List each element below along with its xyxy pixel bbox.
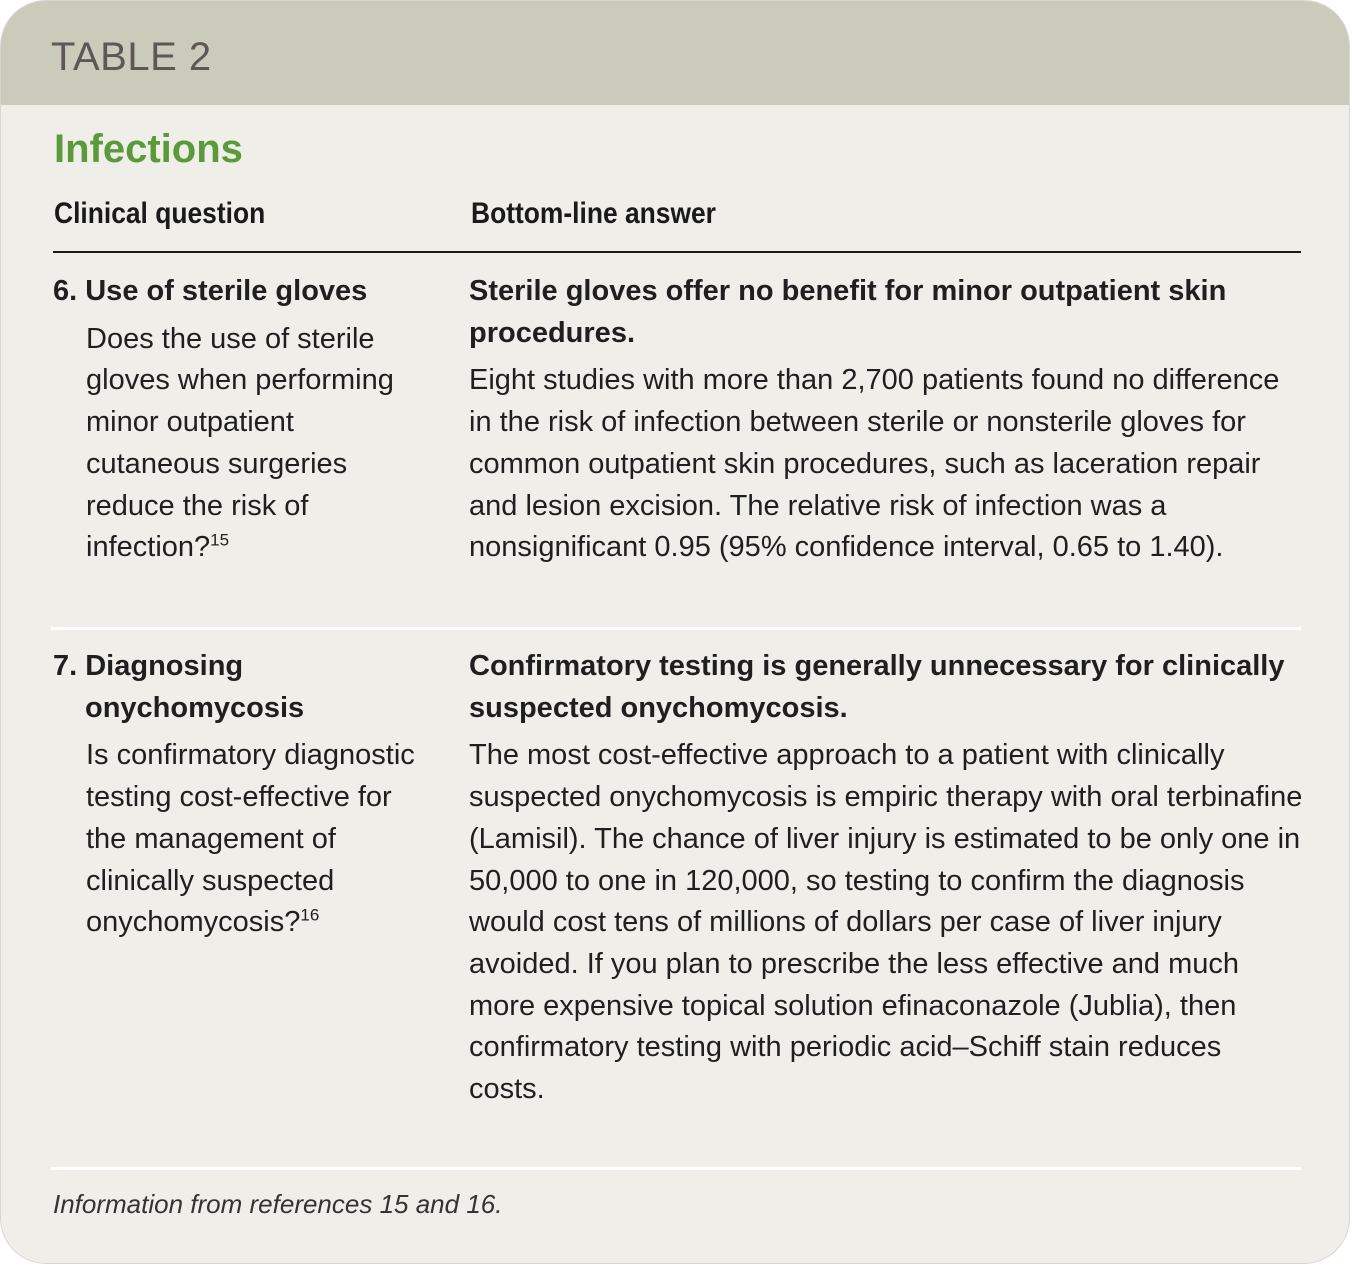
question-cell: 6. Use of sterile gloves Does the use of… [53,271,423,569]
question-body: Does the use of sterile gloves when perf… [86,322,394,564]
header-rule [53,251,1301,253]
answer-body: The most cost-effective approach to a pa… [469,739,1303,1106]
answer-cell: Confirmatory testing is generally unnece… [469,646,1304,1111]
row-divider [51,1167,1301,1170]
table-label: TABLE 2 [51,35,212,79]
question-title: 6. Use of sterile gloves [53,275,368,307]
column-header-question: Clinical question [54,197,266,230]
question-cell: 7. Diagnosing onychomycosis Is confirmat… [53,646,423,944]
question-title: 7. Diagnosing onychomycosis [53,650,305,724]
reference-superscript: 15 [210,530,230,550]
answer-cell: Sterile gloves offer no benefit for mino… [469,271,1304,569]
table-header-bar: TABLE 2 [1,1,1349,105]
answer-title: Confirmatory testing is generally unnece… [469,650,1285,724]
question-text: Does the use of sterile gloves when perf… [53,319,423,569]
section-title: Infections [54,127,243,171]
answer-title: Sterile gloves offer no benefit for mino… [469,275,1227,349]
column-header-answer: Bottom-line answer [471,197,716,230]
reference-superscript: 16 [300,905,320,925]
question-body: Is confirmatory diagnostic testing cost-… [86,739,415,939]
row-divider [51,627,1301,630]
footnote: Information from references 15 and 16. [53,1189,503,1219]
question-text: Is confirmatory diagnostic testing cost-… [53,735,423,944]
answer-body: Eight studies with more than 2,700 patie… [469,364,1280,564]
